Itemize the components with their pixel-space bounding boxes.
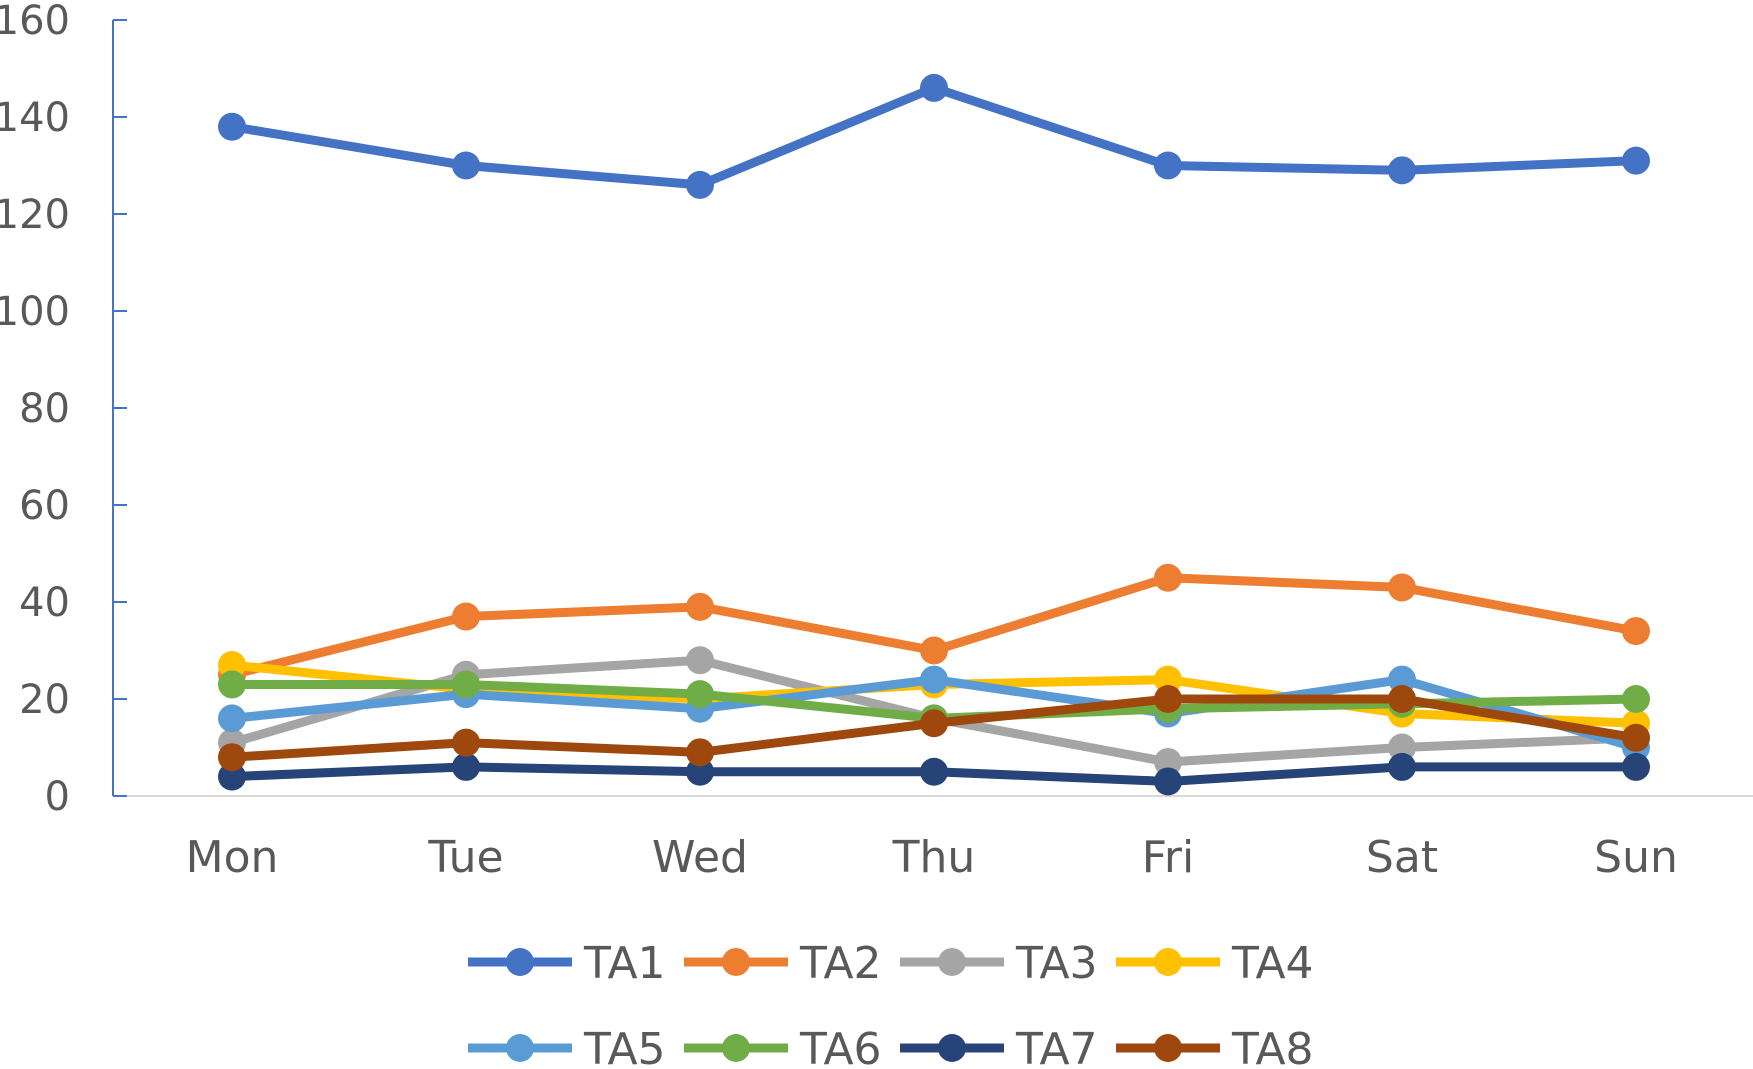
data-point: [920, 636, 948, 665]
legend-item-ta8: TA8: [1116, 1024, 1314, 1069]
data-point: [218, 762, 246, 791]
data-point: [1154, 685, 1182, 713]
data-point: [920, 709, 948, 738]
series-layer: [218, 73, 1650, 796]
data-point: [1154, 151, 1182, 180]
data-point: [686, 738, 714, 767]
axes: 0 20 40 60 80 100 120 140 160 Mon Tue Wed Thu Fri Sat S…: [0, 0, 1753, 883]
legend-label: TA7: [1015, 1024, 1098, 1065]
data-point: [1622, 617, 1650, 646]
legend: TA1 TA2 TA3 TA4 TA5 TA6 TA7 TA8: [468, 938, 1314, 1069]
data-point: [1388, 752, 1416, 781]
data-point: [218, 112, 246, 141]
data-point: [1154, 767, 1182, 796]
legend-swatch-marker: [506, 948, 534, 976]
data-point: [1622, 752, 1650, 781]
series-ta8: [218, 685, 1650, 772]
data-point: [452, 728, 480, 757]
legend-swatch-marker: [506, 1034, 534, 1062]
x-tick-label: Thu: [892, 832, 976, 883]
y-tick-label: 120: [0, 192, 70, 238]
data-point: [686, 757, 714, 786]
data-point: [920, 757, 948, 786]
y-tick-label: 140: [0, 95, 70, 141]
series-ta7: [218, 752, 1650, 796]
legend-label: TA8: [1231, 1024, 1314, 1065]
series-line: [227, 83, 1641, 190]
y-tick-label: 20: [19, 677, 70, 723]
data-point: [686, 680, 714, 709]
data-point: [452, 602, 480, 631]
legend-item-ta1: TA1: [468, 938, 666, 989]
data-point: [1388, 733, 1416, 762]
y-tick-label: 100: [0, 289, 70, 335]
legend-label: TA4: [1231, 938, 1314, 989]
legend-swatch-marker: [1154, 1034, 1182, 1062]
x-tick-label: Tue: [427, 832, 503, 883]
data-point: [1388, 156, 1416, 185]
legend-swatch-marker: [722, 948, 750, 976]
data-point: [1622, 146, 1650, 175]
data-point: [1622, 685, 1650, 713]
data-point: [1154, 748, 1182, 777]
data-point: [452, 752, 480, 781]
data-point: [1622, 723, 1650, 752]
legend-swatch-marker: [938, 948, 966, 976]
legend-label: TA6: [799, 1024, 882, 1065]
data-point: [1388, 665, 1416, 694]
data-point: [686, 592, 714, 621]
series-ta1: [218, 73, 1650, 199]
data-point: [452, 151, 480, 180]
data-point: [920, 73, 948, 102]
y-tick-label: 40: [19, 580, 70, 626]
legend-label: TA2: [799, 938, 882, 989]
data-point: [686, 170, 714, 199]
legend-item-ta5: TA5: [468, 1024, 666, 1069]
y-tick-label: 60: [19, 483, 70, 529]
legend-item-ta3: TA3: [900, 938, 1098, 989]
data-point: [1388, 685, 1416, 713]
y-tick-label: 160: [0, 0, 70, 44]
legend-label: TA3: [1015, 938, 1098, 989]
x-tick-label: Mon: [186, 832, 279, 883]
data-point: [1154, 563, 1182, 592]
legend-item-ta6: TA6: [684, 1024, 882, 1069]
x-tick-label: Wed: [652, 832, 748, 883]
x-tick-label: Sat: [1366, 832, 1438, 883]
data-point: [218, 704, 246, 733]
legend-label: TA1: [583, 938, 666, 989]
legend-swatch-marker: [938, 1034, 966, 1062]
legend-item-ta2: TA2: [684, 938, 882, 989]
y-tick-label: 0: [45, 774, 70, 820]
data-point: [218, 743, 246, 772]
legend-label: TA5: [583, 1024, 666, 1065]
legend-swatch-marker: [722, 1034, 750, 1062]
legend-item-ta7: TA7: [900, 1024, 1098, 1069]
data-point: [1154, 665, 1182, 694]
data-point: [1388, 573, 1416, 602]
data-point: [686, 646, 714, 675]
data-point: [218, 670, 246, 699]
data-point: [452, 670, 480, 699]
legend-item-ta4: TA4: [1116, 938, 1314, 989]
data-point: [218, 651, 246, 680]
y-tick-label: 80: [19, 386, 70, 432]
x-tick-label: Fri: [1142, 832, 1194, 883]
x-tick-label: Sun: [1594, 832, 1678, 883]
legend-swatch-marker: [1154, 948, 1182, 976]
data-point: [920, 665, 948, 694]
